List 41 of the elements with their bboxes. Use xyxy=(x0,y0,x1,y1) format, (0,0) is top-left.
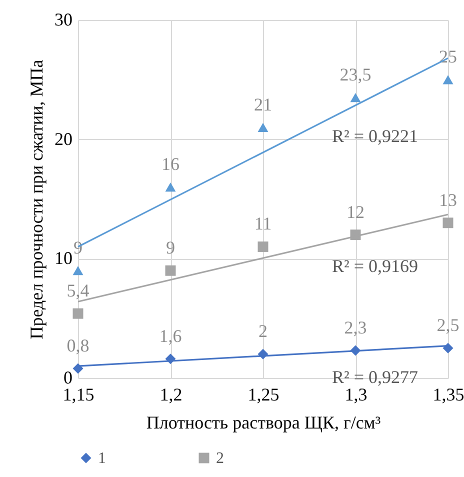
point xyxy=(165,182,176,192)
legend-label: 1 xyxy=(98,450,106,467)
data-label: 0,8 xyxy=(66,335,90,356)
data-label: 2 xyxy=(258,321,268,342)
data-label: 16 xyxy=(162,154,180,174)
annotation: R² = 0,9221 xyxy=(332,126,418,146)
data-label: 9 xyxy=(166,238,175,258)
annotation: R² = 0,9169 xyxy=(332,256,418,276)
data-label: 2,3 xyxy=(344,318,367,338)
data-label: 13 xyxy=(439,190,457,210)
point xyxy=(442,342,454,354)
y-tick-label: 20 xyxy=(54,128,72,149)
data-label: 21 xyxy=(254,94,272,114)
x-tick-label: 1,15 xyxy=(62,384,94,404)
x-tick-label: 1,3 xyxy=(344,384,368,404)
point xyxy=(442,218,454,228)
data-label: 25 xyxy=(439,46,457,67)
data-label: 2,5 xyxy=(436,315,460,336)
y-tick-label: 0 xyxy=(64,368,72,388)
data-label: 1,6 xyxy=(159,326,182,346)
point xyxy=(72,308,84,319)
point xyxy=(258,241,268,252)
x-tick-label: 1,25 xyxy=(248,384,280,404)
x-axis-title: Плотность раствора ЩК, г/см³ xyxy=(146,412,382,432)
point xyxy=(72,363,84,374)
point xyxy=(258,122,268,132)
data-label: 5,4 xyxy=(66,280,90,301)
y-tick-label: 10 xyxy=(54,248,72,268)
y-axis-title: Предел прочности при сжатии, МПа xyxy=(26,60,46,340)
annotation: R² = 0,9277 xyxy=(332,367,418,387)
point xyxy=(165,265,176,276)
point xyxy=(350,93,361,102)
data-label: 23,5 xyxy=(340,64,372,85)
data-label: 12 xyxy=(346,202,364,222)
point xyxy=(442,75,454,84)
y-tick-label: 30 xyxy=(54,10,72,30)
point xyxy=(72,266,84,276)
x-tick-label: 1,2 xyxy=(160,384,182,404)
data-label: 11 xyxy=(254,214,272,234)
x-tick-label: 1,35 xyxy=(432,384,464,404)
legend-label: 2 xyxy=(216,450,224,467)
